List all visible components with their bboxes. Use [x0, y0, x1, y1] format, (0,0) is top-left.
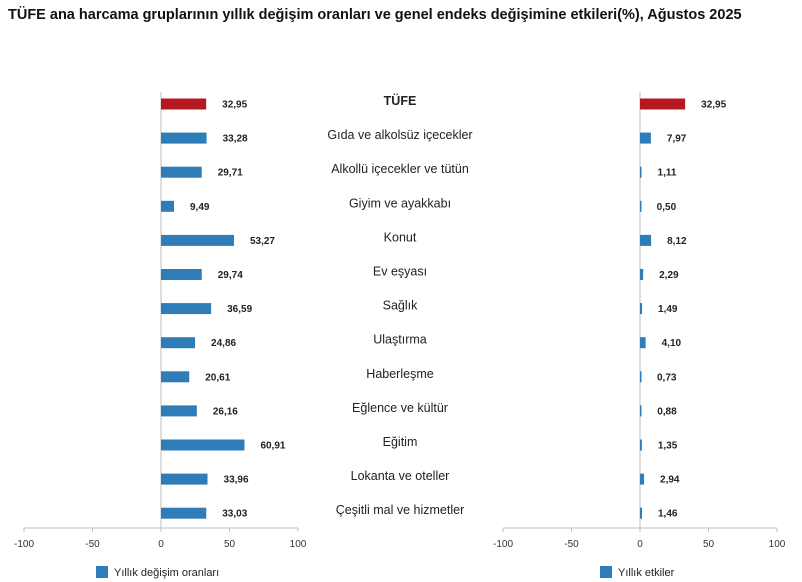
right-legend-label: Yıllık etkiler — [618, 567, 675, 579]
right-bar-value-label: 8,12 — [667, 236, 687, 247]
right-bar — [640, 337, 646, 349]
right-bar — [640, 269, 644, 280]
left-bar-value-label: 9,49 — [190, 202, 210, 213]
right-x-tick-label: -100 — [493, 539, 513, 550]
right-x-tick-label: 50 — [703, 539, 715, 550]
category-label: Ulaştırma — [373, 333, 427, 347]
right-legend-swatch — [600, 566, 612, 578]
right-bar — [640, 132, 651, 144]
right-bar-value-label: 0,50 — [657, 202, 677, 213]
left-bar — [161, 269, 202, 280]
right-bar — [640, 98, 686, 110]
category-label: Lokanta ve oteller — [351, 469, 450, 483]
left-bar — [161, 337, 196, 349]
right-bar-value-label: 0,88 — [657, 406, 677, 417]
right-bar-value-label: 2,94 — [660, 475, 680, 486]
category-label: Ev eşyası — [373, 265, 427, 279]
left-legend-swatch — [96, 566, 108, 578]
right-x-tick-label: 100 — [769, 539, 786, 550]
left-bar-value-label: 33,96 — [224, 475, 249, 486]
category-label: Gıda ve alkolsüz içecekler — [327, 128, 472, 142]
left-bar-value-label: 29,74 — [218, 270, 243, 281]
left-legend-label: Yıllık değişim oranları — [114, 567, 219, 579]
left-bar — [161, 439, 245, 451]
left-bar-value-label: 24,86 — [211, 338, 236, 349]
right-bar-value-label: 4,10 — [662, 338, 682, 349]
left-bar-value-label: 36,59 — [227, 304, 252, 315]
category-label: Eğlence ve kültür — [352, 401, 448, 415]
left-bar-value-label: 60,91 — [260, 441, 285, 452]
right-bar-value-label: 32,95 — [701, 100, 726, 111]
category-label: TÜFE — [384, 93, 417, 108]
left-bar — [161, 473, 208, 485]
left-bar-value-label: 29,71 — [218, 168, 243, 179]
left-bar — [161, 303, 212, 315]
left-bar-value-label: 33,03 — [222, 509, 247, 520]
left-x-tick-label: -100 — [14, 539, 34, 550]
right-bar-value-label: 7,97 — [667, 134, 687, 145]
category-labels: TÜFE Gıda ve alkolsüz içecekler Alkollü iç… — [327, 93, 472, 517]
category-label: Haberleşme — [366, 367, 433, 381]
left-bar — [161, 132, 207, 144]
left-bar — [161, 234, 234, 246]
category-label: Eğitim — [383, 435, 418, 449]
right-bar — [640, 303, 643, 315]
left-bar — [161, 166, 202, 178]
right-bar — [640, 234, 652, 246]
right-bar-value-label: 1,11 — [658, 168, 677, 179]
right-bar — [640, 473, 645, 485]
left-x-tick-label: 0 — [158, 539, 164, 550]
right-bar — [640, 166, 642, 178]
category-label: Konut — [384, 230, 417, 244]
left-chart-panel: -100 -50 0 50 100 32,95 33,28 29,71 9,49 53,27 29,… — [14, 92, 307, 579]
right-bar-value-label: 1,46 — [658, 509, 678, 520]
left-bar-value-label: 32,95 — [222, 100, 247, 111]
left-bar-value-label: 53,27 — [250, 236, 275, 247]
right-x-tick-label: 0 — [637, 539, 643, 550]
right-bar-value-label: 0,73 — [657, 372, 677, 383]
right-bar — [640, 405, 642, 417]
left-x-tick-label: -50 — [85, 539, 100, 550]
chart-title: TÜFE ana harcama gruplarının yıllık deği… — [8, 7, 742, 23]
right-bar-value-label: 1,49 — [658, 304, 678, 315]
right-bar — [640, 200, 642, 212]
left-bar — [161, 507, 207, 519]
left-x-tick-label: 100 — [290, 539, 307, 550]
category-label: Alkollü içecekler ve tütün — [331, 162, 469, 176]
left-x-tick-label: 50 — [224, 539, 236, 550]
left-bar — [161, 98, 207, 110]
category-label: Çeşitli mal ve hizmetler — [336, 503, 465, 517]
right-bar — [640, 371, 642, 383]
left-bar — [161, 371, 190, 383]
left-bar — [161, 405, 197, 417]
left-bar-value-label: 26,16 — [213, 406, 238, 417]
right-bar-value-label: 1,35 — [658, 441, 678, 452]
category-label: Sağlık — [383, 299, 418, 313]
right-chart-panel: -100 -50 0 50 100 32,95 7,97 1,11 0,50 8,12 2,29 1,… — [493, 92, 786, 579]
category-label: Giyim ve ayakkabı — [349, 196, 451, 210]
left-bar-value-label: 20,61 — [205, 372, 230, 383]
right-bar — [640, 507, 643, 519]
right-bar — [640, 439, 642, 451]
left-bar-value-label: 33,28 — [223, 134, 248, 145]
right-x-tick-label: -50 — [564, 539, 579, 550]
right-bar-value-label: 2,29 — [659, 270, 679, 281]
left-bar — [161, 200, 175, 212]
